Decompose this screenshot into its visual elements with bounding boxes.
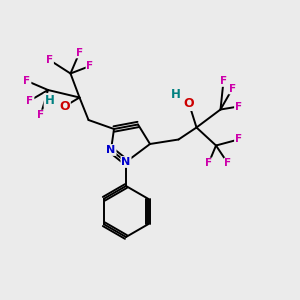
Text: F: F bbox=[76, 47, 83, 58]
Text: F: F bbox=[26, 95, 34, 106]
Text: H: H bbox=[171, 88, 180, 101]
Text: F: F bbox=[229, 83, 236, 94]
Text: F: F bbox=[235, 134, 242, 145]
Text: F: F bbox=[23, 76, 31, 86]
Text: O: O bbox=[59, 100, 70, 113]
Text: F: F bbox=[37, 110, 44, 121]
Text: O: O bbox=[184, 97, 194, 110]
Text: F: F bbox=[205, 158, 212, 169]
Text: H: H bbox=[45, 94, 54, 107]
Text: F: F bbox=[46, 55, 53, 65]
Text: F: F bbox=[235, 101, 242, 112]
Text: F: F bbox=[220, 76, 227, 86]
Text: F: F bbox=[224, 158, 232, 169]
Text: F: F bbox=[86, 61, 94, 71]
Text: N: N bbox=[122, 157, 130, 167]
Text: N: N bbox=[106, 145, 116, 155]
